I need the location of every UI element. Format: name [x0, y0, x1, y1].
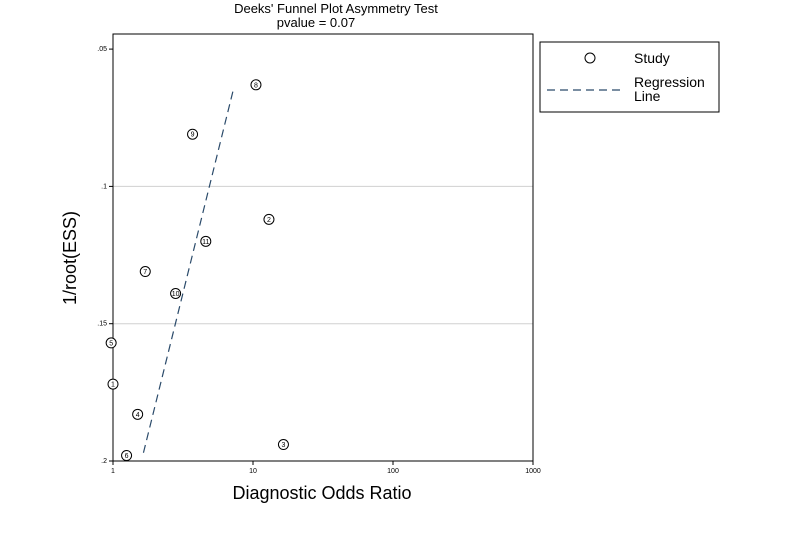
- study-point-11: 11: [200, 235, 212, 247]
- legend-regression-label-line1: Regression: [634, 74, 705, 90]
- study-marker-4: [132, 408, 144, 420]
- study-label-3: 3: [281, 442, 285, 449]
- regression-line: [142, 87, 235, 453]
- study-marker-1: [107, 378, 119, 390]
- y-tick-label-0: .05: [97, 46, 107, 53]
- x-axis-label: Diagnostic Odds Ratio: [232, 483, 411, 503]
- legend-study-marker: [584, 52, 596, 64]
- study-marker-7: [139, 266, 151, 278]
- study-label-6: 6: [125, 453, 129, 460]
- study-marker-10: [170, 287, 182, 299]
- study-point-4: 4: [132, 408, 144, 420]
- study-marker-5: [105, 337, 117, 349]
- study-label-7: 7: [143, 269, 147, 276]
- study-point-1: 1: [107, 378, 119, 390]
- x-tick-label-3: 1000: [525, 468, 541, 475]
- study-marker-3: [277, 439, 289, 451]
- study-marker-9: [187, 128, 199, 140]
- legend-regression-label-line2: Line: [634, 88, 661, 104]
- legend-study-label: Study: [634, 50, 670, 66]
- study-label-9: 9: [191, 132, 195, 139]
- study-label-4: 4: [136, 412, 140, 419]
- study-point-8: 8: [250, 79, 262, 91]
- study-points: 1 2 3 4 5 6 7 8 9 10 11: [105, 79, 289, 462]
- y-axis-label: 1/root(ESS): [60, 211, 80, 305]
- y-tick-label-2: .15: [97, 321, 107, 328]
- study-marker-2: [263, 213, 275, 225]
- study-marker-11: [200, 235, 212, 247]
- legend-box: [539, 41, 720, 113]
- study-marker-8: [250, 79, 262, 91]
- study-label-8: 8: [254, 82, 258, 89]
- x-axis: 1 10 100 1000: [111, 461, 541, 475]
- study-point-5: 5: [105, 337, 117, 349]
- gridlines: [113, 185, 533, 325]
- study-label-2: 2: [267, 217, 271, 224]
- study-point-10: 10: [170, 287, 182, 299]
- chart-subtitle: pvalue = 0.07: [277, 15, 355, 30]
- plot-area-border: [112, 33, 534, 462]
- study-point-9: 9: [187, 128, 199, 140]
- study-marker-6: [121, 450, 133, 462]
- x-tick-label-2: 100: [387, 468, 399, 475]
- study-label-11: 11: [202, 239, 209, 246]
- legend: Study Regression Line: [539, 41, 720, 113]
- study-label-1: 1: [111, 382, 115, 389]
- chart-title: Deeks' Funnel Plot Asymmetry Test: [234, 1, 438, 16]
- study-label-5: 5: [109, 340, 113, 347]
- study-point-7: 7: [139, 266, 151, 278]
- study-point-6: 6: [121, 450, 133, 462]
- x-tick-label-0: 1: [111, 468, 115, 475]
- y-axis: .05 .1 .15 .2: [97, 46, 113, 465]
- y-tick-label-1: .1: [101, 183, 107, 190]
- regression-line-layer: [142, 87, 235, 453]
- study-point-2: 2: [263, 213, 275, 225]
- study-label-10: 10: [172, 291, 180, 298]
- y-tick-label-3: .2: [101, 458, 107, 465]
- study-point-3: 3: [277, 439, 289, 451]
- x-tick-label-1: 10: [249, 468, 257, 475]
